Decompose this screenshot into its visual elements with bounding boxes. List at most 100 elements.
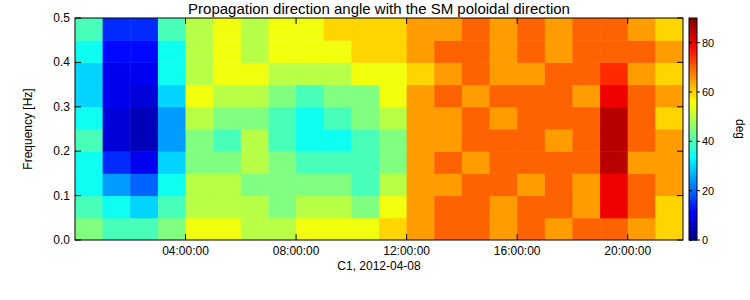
cell — [241, 129, 269, 152]
cell — [186, 196, 214, 219]
colorbar-tick-label: 0 — [702, 234, 708, 246]
cell — [628, 218, 656, 240]
cell — [490, 107, 518, 130]
cell — [268, 218, 296, 240]
cell — [407, 173, 435, 196]
colorbar-tick — [697, 92, 700, 93]
cell — [490, 85, 518, 108]
cell — [103, 62, 131, 85]
cell — [241, 62, 269, 85]
cell — [490, 62, 518, 85]
y-tick — [75, 106, 81, 107]
cell — [186, 218, 214, 240]
cell — [572, 18, 600, 41]
x-tick — [627, 234, 628, 240]
cell — [186, 129, 214, 152]
cell — [158, 18, 186, 41]
cell — [545, 62, 573, 85]
cell — [490, 40, 518, 63]
cell — [655, 129, 683, 152]
cell — [268, 129, 296, 152]
y-tick — [677, 106, 683, 107]
colorbar-tick — [689, 190, 692, 191]
cell — [628, 173, 656, 196]
x-tick — [406, 234, 407, 240]
cell — [213, 85, 241, 108]
cell — [75, 40, 103, 63]
cell — [158, 196, 186, 219]
cell — [434, 151, 462, 174]
cell — [351, 173, 379, 196]
cell — [351, 40, 379, 63]
cell — [351, 196, 379, 219]
cell — [434, 18, 462, 41]
y-tick — [75, 18, 81, 19]
cell — [462, 62, 490, 85]
cell — [268, 62, 296, 85]
cell — [545, 85, 573, 108]
cell — [75, 173, 103, 196]
cell — [130, 85, 158, 108]
cell — [545, 40, 573, 63]
cell — [75, 129, 103, 152]
colorbar-frame — [689, 18, 697, 240]
cell — [517, 129, 545, 152]
cell — [103, 85, 131, 108]
cell — [517, 40, 545, 63]
cell — [186, 62, 214, 85]
cell — [379, 85, 407, 108]
cell — [103, 107, 131, 130]
cell — [130, 196, 158, 219]
title: Propagation direction angle with the SM … — [188, 0, 570, 17]
cell — [517, 62, 545, 85]
cells — [75, 18, 683, 240]
cell — [600, 107, 628, 130]
cell — [462, 129, 490, 152]
cell — [103, 218, 131, 240]
cell — [213, 151, 241, 174]
cell — [572, 62, 600, 85]
cell — [186, 40, 214, 63]
cell — [158, 129, 186, 152]
cell — [379, 62, 407, 85]
cell — [75, 151, 103, 174]
cell — [517, 173, 545, 196]
cell — [351, 151, 379, 174]
cell — [517, 218, 545, 240]
cell — [407, 129, 435, 152]
x-tick-label: 08:00:00 — [273, 244, 320, 258]
x-tick — [517, 234, 518, 240]
cell — [434, 40, 462, 63]
cell — [324, 218, 352, 240]
cell — [462, 196, 490, 219]
colorbar-tick — [689, 240, 692, 241]
cell — [268, 40, 296, 63]
y-tick — [75, 195, 81, 196]
colorbar-tick-label: 20 — [702, 185, 714, 197]
colorbar-tick — [689, 42, 692, 43]
cell — [130, 40, 158, 63]
cell — [268, 151, 296, 174]
cell — [490, 173, 518, 196]
cell — [296, 196, 324, 219]
cell — [407, 218, 435, 240]
cell — [158, 107, 186, 130]
y-tick-label: 0.4 — [53, 55, 70, 69]
y-tick — [677, 151, 683, 152]
cell — [545, 151, 573, 174]
cell — [655, 196, 683, 219]
cell — [296, 107, 324, 130]
cell — [434, 62, 462, 85]
colorbar-tick-label: 80 — [702, 37, 714, 49]
cell — [130, 129, 158, 152]
cell — [213, 196, 241, 219]
cell — [407, 107, 435, 130]
cell — [213, 107, 241, 130]
cell — [213, 62, 241, 85]
cell — [241, 173, 269, 196]
x-tick — [296, 234, 297, 240]
y-tick-label: 0.1 — [53, 189, 70, 203]
cell — [324, 40, 352, 63]
cell — [324, 196, 352, 219]
cell — [572, 151, 600, 174]
